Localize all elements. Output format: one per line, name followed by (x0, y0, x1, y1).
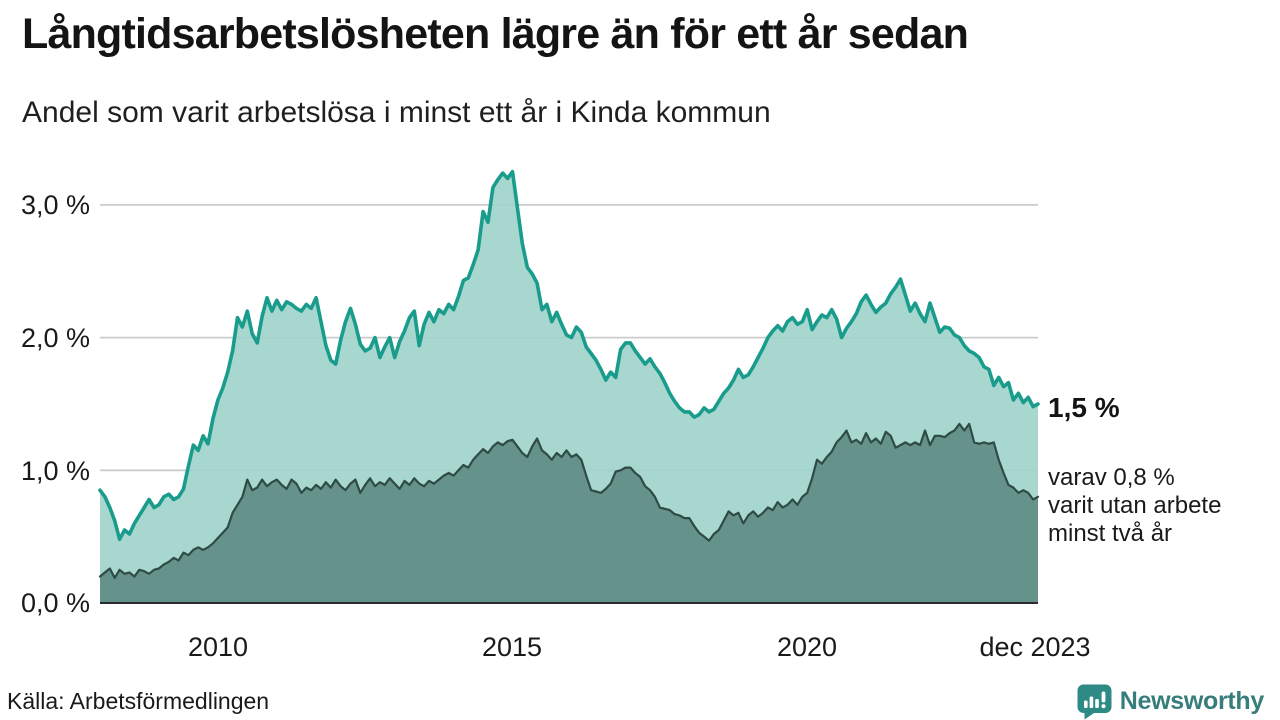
exclamation-stem (1101, 691, 1106, 702)
latest-subvalue-line-2: varit utan arbete (1048, 492, 1222, 519)
y-tick-label-3: 3,0 % (21, 190, 91, 220)
area-min-two-years-fill (100, 423, 1038, 603)
latest-subvalue-line-3: minst två år (1048, 520, 1173, 547)
brand-logo: Newsworthy (1076, 682, 1264, 720)
source-credit: Källa: Arbetsförmedlingen (7, 688, 270, 714)
line-min-one-year (98, 169, 1040, 542)
bar-icon-medium (1089, 696, 1093, 708)
x-tick-label-dec-2023: dec 2023 (979, 632, 1091, 662)
newsworthy-speech-bubble-icon (1077, 684, 1112, 719)
exclamation-dot (1101, 703, 1106, 708)
latest-subvalue-line-1: varav 0,8 % (1048, 464, 1175, 491)
brand-wordmark: Newsworthy (1119, 686, 1265, 715)
bar-icon-small (1083, 700, 1088, 708)
y-tick-label-2: 2,0 % (21, 323, 91, 353)
bar-icon-large (1094, 698, 1099, 708)
x-tick-label-2020: 2020 (776, 632, 838, 662)
y-tick-label-0: 0,0 % (21, 588, 91, 618)
y-tick-label-1: 1,0 % (21, 456, 91, 486)
x-tick-label-2015: 2015 (481, 632, 543, 662)
latest-value-label: 1,5 % (1048, 392, 1120, 423)
page-title: Långtidsarbetslösheten lägre än för ett … (22, 10, 969, 58)
speech-bubble-shape (1077, 684, 1112, 719)
latest-subvalue-label: varav 0,8 % varit utan arbete minst två … (1048, 464, 1221, 548)
page-subtitle: Andel som varit arbetslösa i minst ett å… (22, 96, 771, 129)
x-tick-label-2010: 2010 (187, 632, 249, 662)
line-min-two-years (98, 422, 1040, 579)
